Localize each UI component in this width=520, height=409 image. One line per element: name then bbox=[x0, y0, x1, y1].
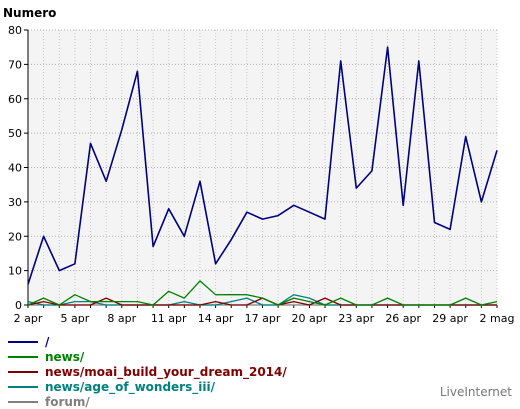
y-tick-label: 0 bbox=[15, 299, 22, 312]
y-tick-label: 30 bbox=[8, 196, 22, 209]
x-tick-label: 23 apr bbox=[338, 312, 374, 325]
legend-swatch bbox=[8, 370, 38, 373]
x-tick-label: 2 mag bbox=[480, 312, 515, 325]
legend-item: / bbox=[8, 334, 287, 349]
x-tick-label: 5 apr bbox=[61, 312, 90, 325]
series-line-0 bbox=[27, 46, 498, 285]
legend-item: news/ bbox=[8, 349, 287, 364]
x-tick-label: 14 apr bbox=[198, 312, 234, 325]
series-line-1 bbox=[27, 280, 498, 306]
x-tick-label: 17 apr bbox=[245, 312, 281, 325]
x-tick-label: 29 apr bbox=[432, 312, 468, 325]
legend-swatch bbox=[8, 385, 38, 388]
brand-label: LiveInternet bbox=[439, 385, 512, 399]
y-tick-label: 80 bbox=[8, 24, 22, 37]
y-tick-label: 20 bbox=[8, 230, 22, 243]
x-tick-label: 8 apr bbox=[107, 312, 136, 325]
x-tick-label: 26 apr bbox=[385, 312, 421, 325]
y-axis-label: Numero bbox=[3, 6, 56, 20]
legend-item: news/moai_build_your_dream_2014/ bbox=[8, 364, 287, 379]
legend: / news/news/moai_build_your_dream_2014/ne… bbox=[8, 334, 287, 409]
y-tick-label: 40 bbox=[8, 162, 22, 175]
y-tick-label: 10 bbox=[8, 265, 22, 278]
x-tick-label: 11 apr bbox=[151, 312, 187, 325]
y-tick-label: 60 bbox=[8, 93, 22, 106]
y-tick-label: 70 bbox=[8, 58, 22, 71]
legend-label: news/age_of_wonders_iii/ bbox=[45, 379, 215, 394]
legend-label: forum/ bbox=[45, 394, 90, 409]
chart: 0 10 20 30 40 50 60 70 80 2 apr 5 apr 8 apr 11 apr 14… bbox=[3, 6, 515, 325]
legend-label: news/ bbox=[45, 349, 85, 364]
y-tick-label: 50 bbox=[8, 127, 22, 140]
legend-item: forum/ bbox=[8, 394, 287, 409]
x-tick-label: 20 apr bbox=[292, 312, 328, 325]
legend-label: / bbox=[45, 334, 50, 349]
legend-item: news/age_of_wonders_iii/ bbox=[8, 379, 287, 394]
legend-label: news/moai_build_your_dream_2014/ bbox=[45, 364, 287, 379]
x-tick-label: 2 apr bbox=[14, 312, 43, 325]
legend-swatch bbox=[8, 340, 38, 343]
legend-swatch bbox=[8, 400, 38, 403]
legend-swatch bbox=[8, 355, 38, 358]
